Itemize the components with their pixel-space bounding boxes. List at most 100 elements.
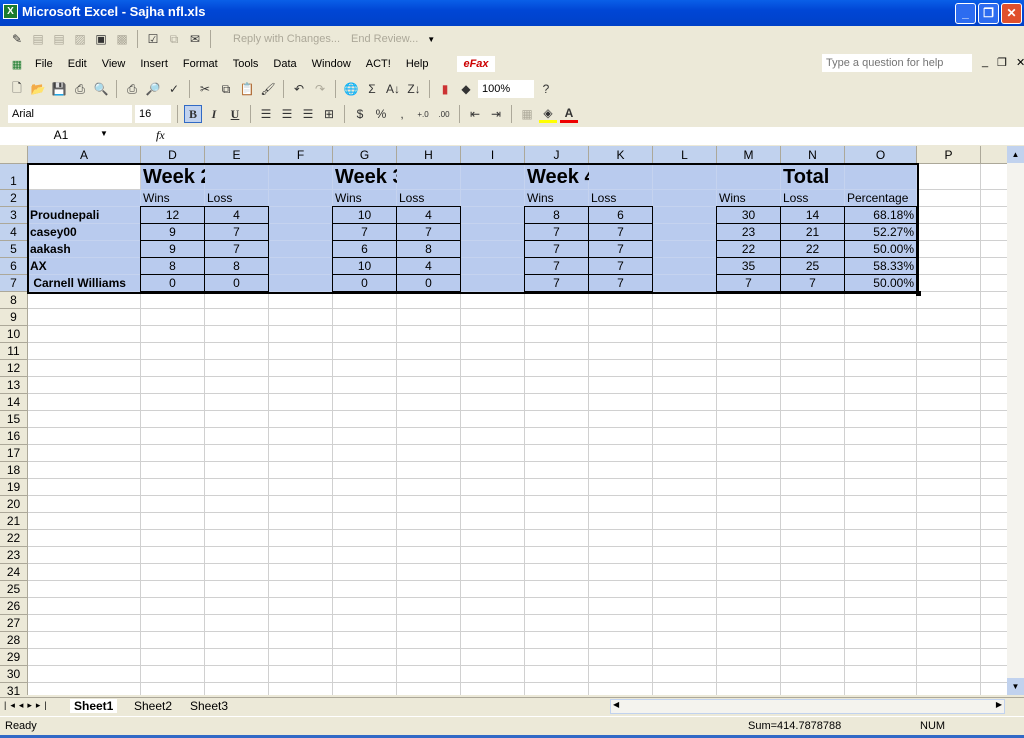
cell-_7[interactable]	[981, 275, 1007, 292]
cell-_24[interactable]	[981, 564, 1007, 581]
cell-L4[interactable]	[653, 224, 717, 241]
cell-G14[interactable]	[333, 394, 397, 411]
cell-D29[interactable]	[141, 649, 205, 666]
cell-I21[interactable]	[461, 513, 525, 530]
cell-E14[interactable]	[205, 394, 269, 411]
cell-H25[interactable]	[397, 581, 461, 598]
cell-O11[interactable]	[845, 343, 917, 360]
cell-H1[interactable]	[397, 164, 461, 190]
cell-A1[interactable]	[28, 164, 141, 190]
cell-G8[interactable]	[333, 292, 397, 309]
cell-L6[interactable]	[653, 258, 717, 275]
paste-icon[interactable]: 📋	[239, 82, 255, 96]
cell-P11[interactable]	[917, 343, 981, 360]
row-header-17[interactable]: 17	[0, 445, 28, 462]
cell-O13[interactable]	[845, 377, 917, 394]
cell-_5[interactable]	[981, 241, 1007, 258]
cell-P20[interactable]	[917, 496, 981, 513]
cell-I8[interactable]	[461, 292, 525, 309]
cell-F1[interactable]	[269, 164, 333, 190]
cell-O31[interactable]	[845, 683, 917, 695]
cell-I24[interactable]	[461, 564, 525, 581]
menu-window[interactable]: Window	[311, 58, 351, 70]
cell-P12[interactable]	[917, 360, 981, 377]
cell-H8[interactable]	[397, 292, 461, 309]
cell-E8[interactable]	[205, 292, 269, 309]
cell-F3[interactable]	[269, 207, 333, 224]
minimize-button[interactable]: _	[955, 3, 976, 24]
cell-D8[interactable]	[141, 292, 205, 309]
menu-view[interactable]: View	[101, 58, 126, 70]
cell-K26[interactable]	[589, 598, 653, 615]
cell-H18[interactable]	[397, 462, 461, 479]
format-painter-icon[interactable]: 🖌	[260, 82, 276, 96]
menu-insert[interactable]: Insert	[140, 58, 168, 70]
cell-A29[interactable]	[28, 649, 141, 666]
cell-F6[interactable]	[269, 258, 333, 275]
cell-K23[interactable]	[589, 547, 653, 564]
column-header-I[interactable]: I	[461, 146, 525, 164]
cell-G10[interactable]	[333, 326, 397, 343]
cell-H20[interactable]	[397, 496, 461, 513]
cell-L3[interactable]	[653, 207, 717, 224]
cell-A27[interactable]	[28, 615, 141, 632]
cell-O7[interactable]: 50.00%	[844, 274, 917, 292]
cell-L8[interactable]	[653, 292, 717, 309]
cell-E5[interactable]: 7	[204, 240, 269, 258]
cell-D21[interactable]	[141, 513, 205, 530]
cell-G4[interactable]: 7	[332, 223, 397, 241]
percent-icon[interactable]: %	[375, 107, 387, 121]
cell-P19[interactable]	[917, 479, 981, 496]
cell-P3[interactable]	[917, 207, 981, 224]
cut-icon[interactable]: ✂	[199, 82, 211, 96]
cell-A19[interactable]	[28, 479, 141, 496]
cell-O29[interactable]	[845, 649, 917, 666]
cell-N31[interactable]	[781, 683, 845, 695]
cell-O19[interactable]	[845, 479, 917, 496]
cell-_29[interactable]	[981, 649, 1007, 666]
cell-P29[interactable]	[917, 649, 981, 666]
cell-K1[interactable]	[589, 164, 653, 190]
cell-M20[interactable]	[717, 496, 781, 513]
cell-I31[interactable]	[461, 683, 525, 695]
cell-H11[interactable]	[397, 343, 461, 360]
cell-G12[interactable]	[333, 360, 397, 377]
cell-H29[interactable]	[397, 649, 461, 666]
cell-H5[interactable]: 8	[396, 240, 461, 258]
row-header-14[interactable]: 14	[0, 394, 28, 411]
cell-J10[interactable]	[525, 326, 589, 343]
cell-H4[interactable]: 7	[396, 223, 461, 241]
scroll-down-icon[interactable]: ▼	[1007, 678, 1024, 695]
cell-H26[interactable]	[397, 598, 461, 615]
cell-M14[interactable]	[717, 394, 781, 411]
cell-D6[interactable]: 8	[140, 257, 205, 275]
cell-P14[interactable]	[917, 394, 981, 411]
cell-K25[interactable]	[589, 581, 653, 598]
cell-I12[interactable]	[461, 360, 525, 377]
cell-E1[interactable]	[205, 164, 269, 190]
cell-I26[interactable]	[461, 598, 525, 615]
efax-button[interactable]: eFax	[457, 56, 495, 72]
cell-I4[interactable]	[461, 224, 525, 241]
cell-_16[interactable]	[981, 428, 1007, 445]
cell-N6[interactable]: 25	[780, 257, 845, 275]
cell-L10[interactable]	[653, 326, 717, 343]
menu-data[interactable]: Data	[273, 58, 297, 70]
cell-A5[interactable]: aakash	[28, 241, 141, 258]
cell-N13[interactable]	[781, 377, 845, 394]
cell-H3[interactable]: 4	[396, 206, 461, 224]
delete-comment-icon[interactable]: ▩	[116, 32, 128, 46]
cell-A2[interactable]	[28, 190, 141, 207]
cell-H19[interactable]	[397, 479, 461, 496]
cell-D13[interactable]	[141, 377, 205, 394]
cell-F13[interactable]	[269, 377, 333, 394]
cell-D10[interactable]	[141, 326, 205, 343]
cell-F24[interactable]	[269, 564, 333, 581]
cell-A17[interactable]	[28, 445, 141, 462]
cell-F9[interactable]	[269, 309, 333, 326]
align-right-icon[interactable]: ☰	[302, 107, 314, 121]
cell-D1[interactable]: Week 2	[141, 164, 212, 190]
column-header-N[interactable]: N	[781, 146, 845, 164]
row-header-22[interactable]: 22	[0, 530, 28, 547]
cell-N20[interactable]	[781, 496, 845, 513]
